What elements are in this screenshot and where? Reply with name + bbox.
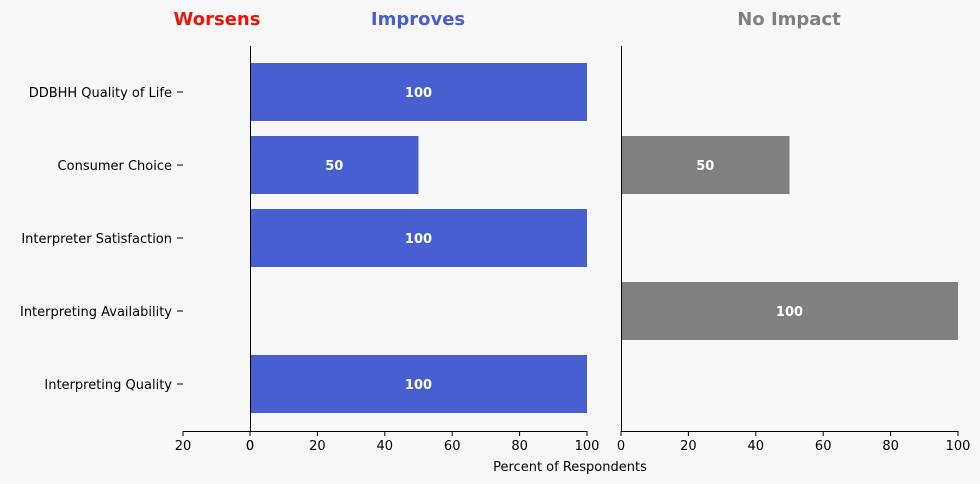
x-tick-label: 0 — [246, 439, 254, 454]
category-label: Interpreter Satisfaction — [21, 232, 172, 247]
bar-improves — [250, 355, 587, 413]
panel-title-improves: Improves — [371, 9, 465, 30]
panel-title-no-impact: No Impact — [737, 9, 841, 30]
x-tick-label: 60 — [815, 439, 832, 454]
x-tick-label: 60 — [444, 439, 461, 454]
x-tick-label: 80 — [882, 439, 899, 454]
x-tick-label: 40 — [748, 439, 765, 454]
panel-titles: Worsens Improves No Impact — [174, 9, 842, 30]
x-tick-label: 40 — [377, 439, 394, 454]
x-tick-label: 100 — [575, 439, 600, 454]
x-tick-label: 0 — [617, 439, 625, 454]
bar-value-label: 50 — [325, 159, 343, 174]
x-tick-label: 20 — [175, 439, 192, 454]
category-label: Interpreting Quality — [44, 378, 172, 393]
category-label: Interpreting Availability — [20, 305, 172, 320]
x-tick-label: 20 — [680, 439, 697, 454]
panel-title-worsens: Worsens — [174, 9, 261, 30]
category-label: DDBHH Quality of Life — [29, 86, 172, 101]
x-tick-label: 80 — [511, 439, 528, 454]
bar-improves — [250, 136, 419, 194]
x-tick-label: 0 — [246, 439, 254, 454]
x-tick-label: 100 — [946, 439, 971, 454]
bar-value-label: 100 — [405, 86, 432, 101]
x-axis-label: Percent of Respondents — [493, 460, 647, 475]
bar-value-label: 100 — [776, 305, 803, 320]
plot-area: DDBHH Quality of Life Consumer Choice Inte… — [20, 46, 970, 454]
x-tick-label: 20 — [309, 439, 326, 454]
bar-value-label: 100 — [405, 378, 432, 393]
bar-no-impact — [621, 136, 790, 194]
bar-improves — [250, 63, 587, 121]
category-label: Consumer Choice — [58, 159, 172, 174]
bar-no-impact — [621, 282, 958, 340]
bar-value-label: 100 — [405, 232, 432, 247]
bar-value-label: 50 — [696, 159, 714, 174]
bar-improves — [250, 209, 587, 267]
